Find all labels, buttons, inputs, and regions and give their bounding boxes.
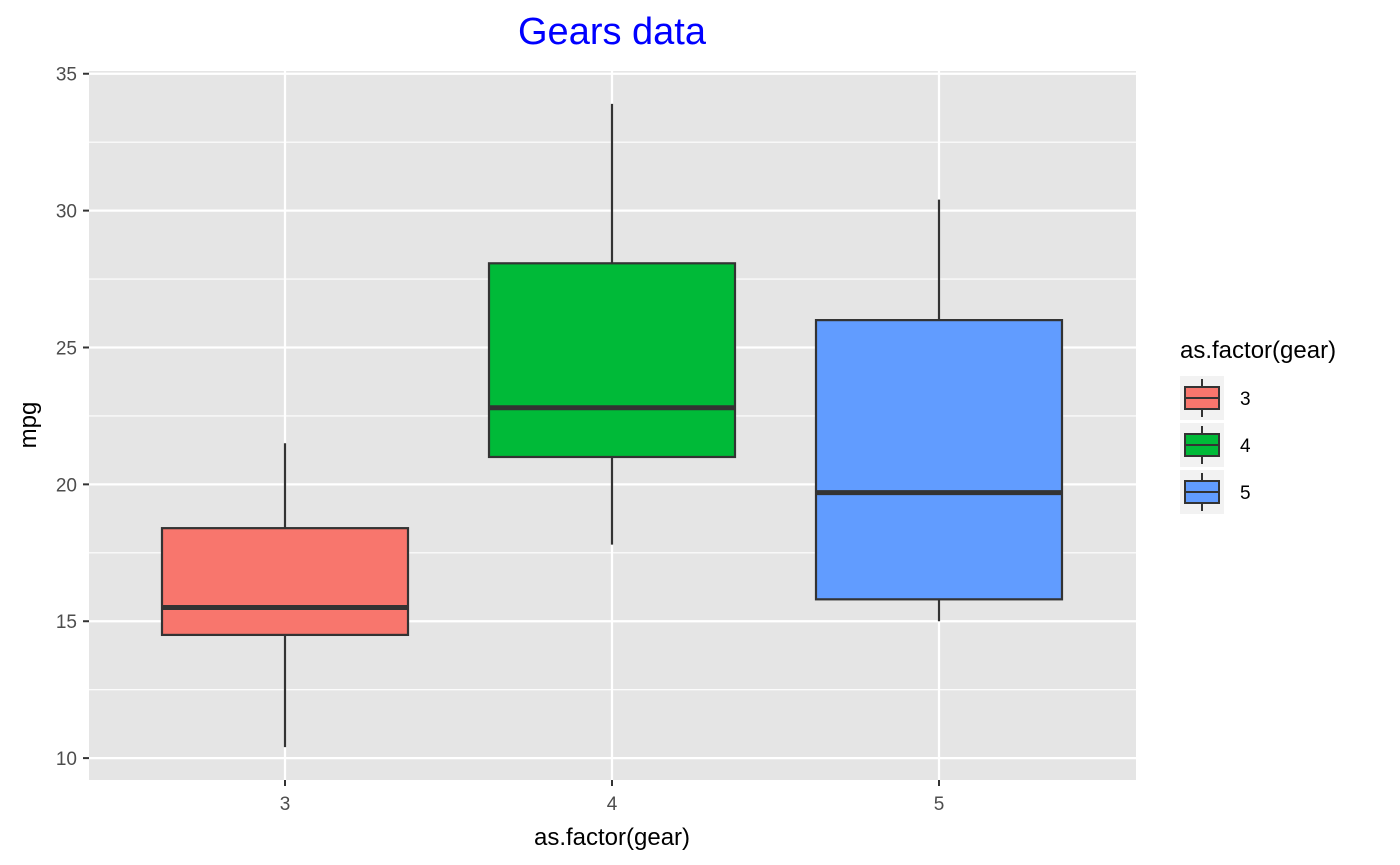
boxes (160, 103, 1064, 748)
y-tick-label: 25 (56, 338, 77, 359)
box-group-5 (814, 199, 1064, 622)
box-group-3 (160, 443, 410, 748)
y-tick-label: 20 (56, 475, 77, 496)
legend-title: as.factor(gear) (1180, 337, 1336, 364)
legend-label: 5 (1240, 483, 1251, 504)
box-group-4 (487, 103, 737, 545)
x-tick-label: 3 (280, 794, 291, 815)
chart-title: Gears data (518, 11, 707, 53)
box-iqr (160, 527, 410, 637)
axes: 10 15 20 25 30 35 3 4 5 (56, 65, 944, 815)
legend: as.factor(gear) 3 4 5 (1180, 337, 1336, 514)
y-tick-label: 15 (56, 612, 77, 633)
y-tick-label: 35 (56, 65, 77, 86)
legend-label: 3 (1240, 389, 1251, 410)
legend-item-4: 4 (1180, 423, 1251, 467)
box-iqr (487, 262, 737, 459)
box-iqr (814, 319, 1064, 601)
y-tick-label: 30 (56, 202, 77, 223)
x-axis-title: as.factor(gear) (534, 824, 690, 851)
legend-item-5: 5 (1180, 470, 1251, 514)
x-tick-label: 4 (607, 794, 618, 815)
y-tick-label: 10 (56, 749, 77, 770)
x-tick-label: 5 (934, 794, 945, 815)
legend-item-3: 3 (1180, 376, 1251, 420)
legend-label: 4 (1240, 436, 1251, 457)
y-axis-title: mpg (15, 402, 42, 449)
legend-items: 3 4 5 (1180, 376, 1251, 514)
